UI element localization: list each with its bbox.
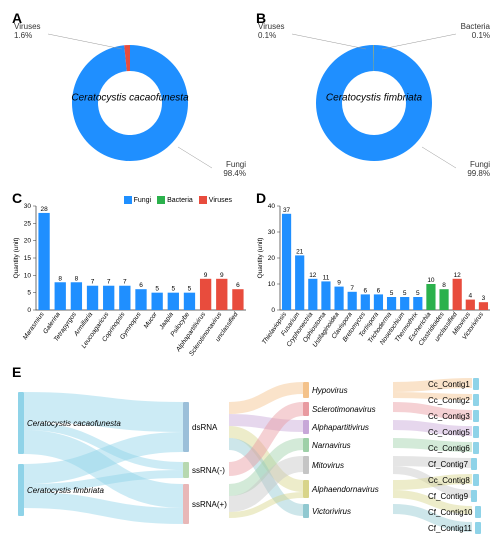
sankey-node: Cc_Contig5 <box>428 426 479 438</box>
legend-c: FungiBacteriaViruses <box>124 196 232 204</box>
svg-text:Mucor: Mucor <box>143 310 160 329</box>
sankey-node: Cf_Contig7 <box>428 458 477 470</box>
svg-text:11: 11 <box>323 274 330 281</box>
sankey-node: Ceratocystis cacaofunesta <box>18 392 121 454</box>
sankey-node: Alphaendornavirus <box>303 480 379 498</box>
callout: Viruses1.6% <box>14 22 41 40</box>
svg-text:8: 8 <box>58 275 62 282</box>
sankey-node: Sclerotimonavirus <box>303 402 376 416</box>
svg-text:Marasmius: Marasmius <box>22 311 46 342</box>
barchart-c: 051015202530Quantity (unit)28Marasmius8G… <box>8 188 252 358</box>
svg-text:20: 20 <box>268 255 276 262</box>
svg-text:20: 20 <box>24 238 32 245</box>
svg-text:10: 10 <box>268 281 276 288</box>
svg-text:5: 5 <box>27 290 31 297</box>
sankey-node: ssRNA(-) <box>183 462 225 478</box>
svg-text:10: 10 <box>427 277 435 284</box>
svg-text:25: 25 <box>24 220 32 227</box>
panel-c: C FungiBacteriaViruses 0 5 10 15 20 25 30 Quant… <box>8 188 252 358</box>
svg-text:9: 9 <box>220 272 224 279</box>
svg-text:12: 12 <box>309 272 317 279</box>
svg-text:7: 7 <box>123 279 127 286</box>
sankey-node: dsRNA <box>183 402 217 452</box>
svg-text:6: 6 <box>139 282 143 289</box>
sankey-node: Cc_Contig1 <box>428 378 479 390</box>
svg-text:0: 0 <box>271 307 275 314</box>
callout: Viruses0.1% <box>258 22 285 40</box>
svg-text:5: 5 <box>188 286 192 293</box>
svg-text:6: 6 <box>364 287 368 294</box>
sankey-node: Cc_Contig6 <box>428 442 479 454</box>
svg-text:28: 28 <box>40 206 48 213</box>
callout: Fungi98.4% <box>223 160 246 178</box>
svg-text:21: 21 <box>296 248 304 255</box>
sankey-node: Mitovirus <box>303 456 344 474</box>
svg-text:8: 8 <box>442 282 446 289</box>
svg-text:10: 10 <box>24 272 32 279</box>
svg-text:37: 37 <box>283 207 291 214</box>
sankey-node: Ceratocystis fimbriata <box>18 464 104 516</box>
sankey-node: ssRNA(+) <box>183 484 227 524</box>
svg-text:9: 9 <box>204 272 208 279</box>
svg-text:5: 5 <box>403 290 407 297</box>
svg-text:7: 7 <box>91 279 95 286</box>
panel-e: E Ceratocystis cacaofunesta Ceratocystis … <box>8 362 496 542</box>
svg-text:5: 5 <box>416 290 420 297</box>
donut-a-title: Ceratocystis cacaofunesta <box>71 93 188 104</box>
sankey-node: Cc_Contig3 <box>428 410 479 422</box>
svg-text:30: 30 <box>24 203 32 210</box>
svg-text:5: 5 <box>171 286 175 293</box>
svg-text:15: 15 <box>24 255 32 262</box>
svg-text:12: 12 <box>454 272 462 279</box>
svg-text:8: 8 <box>75 275 79 282</box>
panel-d: D 010203040Quantity (unit)37Thielaviopsi… <box>252 188 496 358</box>
barchart-d: 010203040Quantity (unit)37Thielaviopsis2… <box>252 188 496 358</box>
panel-c-label: C <box>12 190 22 206</box>
panel-b: B Ceratocystis fimbriata Fungi99.8%Virus… <box>252 8 496 188</box>
callout: Fungi99.8% <box>467 160 490 178</box>
svg-text:4: 4 <box>469 293 473 300</box>
sankey-node: Cc_Contig8 <box>428 474 479 486</box>
svg-text:6: 6 <box>236 282 240 289</box>
svg-text:30: 30 <box>268 229 276 236</box>
svg-text:5: 5 <box>390 290 394 297</box>
sankey-node: Narnavirus <box>303 438 351 452</box>
svg-text:5: 5 <box>155 286 159 293</box>
sankey-node: Hypovirus <box>303 382 348 398</box>
svg-text:3: 3 <box>482 295 486 302</box>
svg-text:7: 7 <box>350 285 354 292</box>
svg-text:40: 40 <box>268 203 276 210</box>
panel-e-label: E <box>12 364 21 380</box>
svg-text:6: 6 <box>377 287 381 294</box>
sankey-node: Alphapartitivirus <box>303 420 369 434</box>
sankey-node: Victorivirus <box>303 504 351 518</box>
panel-a: A Ceratocystis cacaofunesta Fungi98.4%Vi… <box>8 8 252 188</box>
svg-text:9: 9 <box>337 280 341 287</box>
svg-text:7: 7 <box>107 279 111 286</box>
svg-text:Quantity (unit): Quantity (unit) <box>13 238 20 279</box>
sankey-node: Cf_Contig11 <box>428 522 481 534</box>
panel-d-label: D <box>256 190 266 206</box>
svg-text:0: 0 <box>27 307 31 314</box>
sankey-node: Cf_Contig10 <box>428 506 481 518</box>
svg-text:Quantity (unit): Quantity (unit) <box>257 238 264 279</box>
donut-b-title: Ceratocystis fimbriata <box>326 93 422 104</box>
callout: Bacteria0.1% <box>461 22 490 40</box>
sankey-node: Cc_Contig2 <box>428 394 479 406</box>
sankey-node: Cf_Contig9 <box>428 490 477 502</box>
